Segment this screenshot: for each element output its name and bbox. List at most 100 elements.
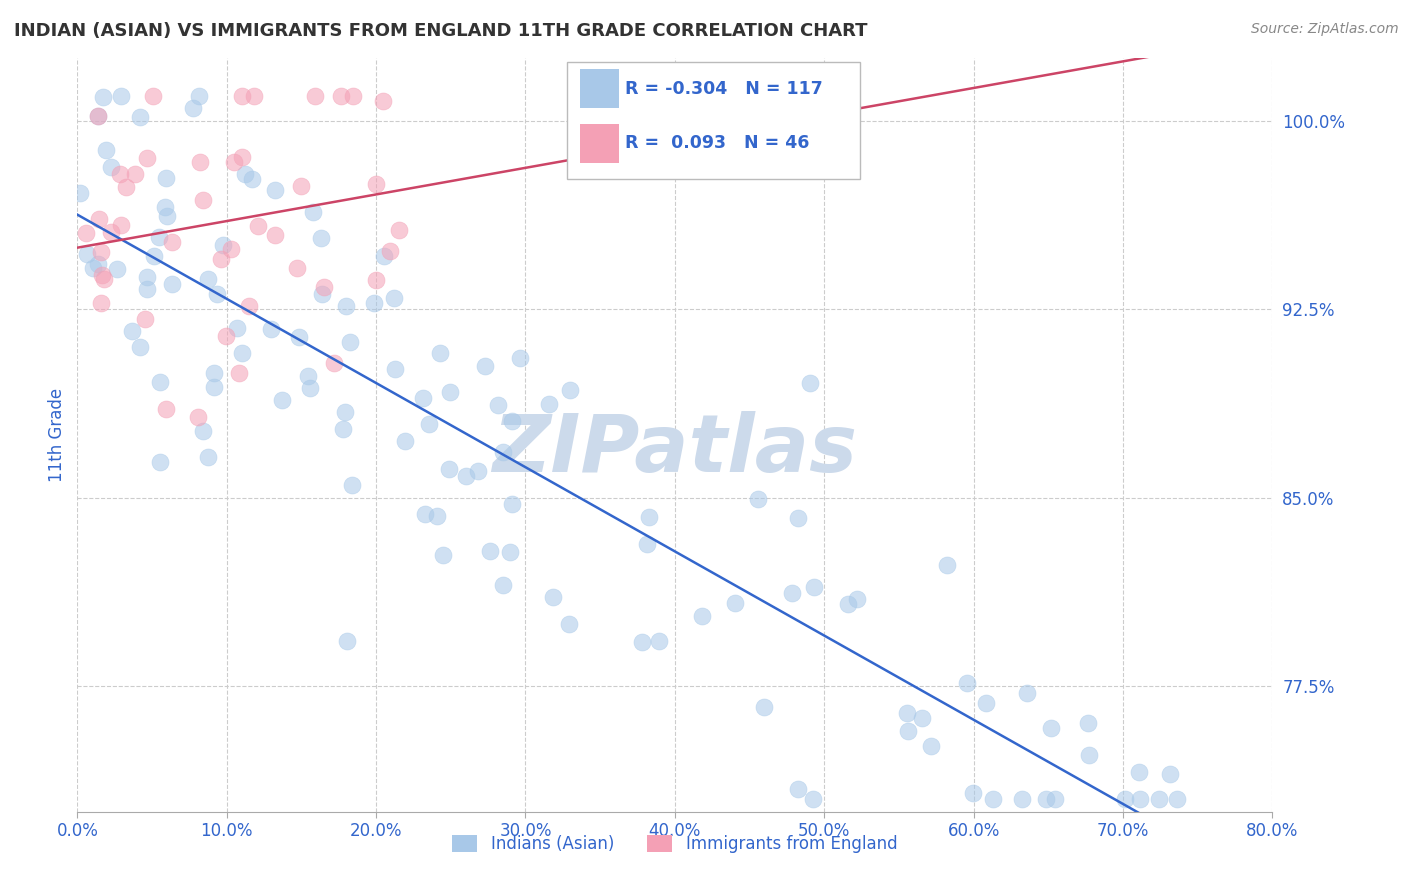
FancyBboxPatch shape: [581, 124, 619, 162]
Point: [238, 299, 260, 313]
Point: [501, 498, 523, 512]
Y-axis label: 11th Grade: 11th Grade: [48, 388, 66, 482]
Point: [187, 409, 209, 424]
Point: [426, 509, 449, 524]
Point: [541, 590, 564, 604]
Point: [432, 548, 454, 562]
Point: [491, 578, 513, 592]
Point: [911, 711, 934, 725]
Point: [619, 134, 641, 148]
Point: [240, 171, 263, 186]
Point: [115, 179, 138, 194]
Point: [181, 101, 204, 115]
Point: [209, 252, 232, 266]
Point: [136, 270, 159, 285]
Point: [105, 261, 128, 276]
Point: [260, 322, 283, 336]
Point: [1114, 792, 1136, 806]
Point: [100, 225, 122, 239]
Point: [560, 383, 582, 397]
Point: [335, 405, 357, 419]
Point: [439, 385, 461, 400]
Point: [233, 167, 256, 181]
Point: [394, 434, 416, 448]
Point: [382, 291, 405, 305]
Point: [290, 179, 312, 194]
Point: [786, 510, 808, 524]
Point: [501, 414, 523, 428]
Point: [634, 88, 657, 103]
Point: [188, 155, 211, 169]
Point: [288, 330, 311, 344]
Point: [747, 491, 769, 506]
Point: [378, 244, 401, 258]
Point: [803, 580, 825, 594]
Point: [509, 351, 531, 365]
Point: [285, 260, 308, 275]
Point: [304, 88, 326, 103]
Point: [1149, 792, 1171, 806]
Point: [454, 469, 477, 483]
Point: [366, 177, 388, 191]
Point: [981, 792, 1004, 806]
Point: [299, 381, 322, 395]
Point: [499, 545, 522, 559]
Point: [228, 366, 250, 380]
Text: R = -0.304   N = 117: R = -0.304 N = 117: [624, 80, 823, 98]
Point: [474, 359, 496, 373]
Point: [1015, 686, 1038, 700]
Point: [243, 88, 266, 103]
Text: R =  0.093   N = 46: R = 0.093 N = 46: [624, 134, 808, 153]
Point: [332, 422, 354, 436]
Point: [630, 635, 652, 649]
Point: [897, 724, 920, 739]
Point: [297, 369, 319, 384]
Point: [155, 401, 177, 416]
Point: [787, 781, 810, 796]
Point: [429, 346, 451, 360]
Point: [93, 272, 115, 286]
Point: [962, 786, 984, 800]
Point: [93, 89, 115, 103]
Point: [212, 238, 235, 252]
Point: [124, 168, 146, 182]
Point: [263, 183, 285, 197]
Point: [187, 88, 209, 103]
Point: [648, 634, 671, 648]
Point: [197, 450, 219, 464]
Point: [128, 340, 150, 354]
Point: [202, 366, 225, 380]
Point: [336, 633, 359, 648]
FancyBboxPatch shape: [581, 70, 619, 109]
Point: [340, 477, 363, 491]
Point: [100, 160, 122, 174]
Point: [373, 249, 395, 263]
Point: [363, 296, 385, 310]
Point: [82, 260, 104, 275]
Point: [69, 186, 91, 200]
Point: [156, 209, 179, 223]
Point: [129, 110, 152, 124]
Point: [780, 586, 803, 600]
Point: [311, 286, 333, 301]
Point: [1078, 748, 1101, 763]
Point: [87, 109, 110, 123]
Text: INDIAN (ASIAN) VS IMMIGRANTS FROM ENGLAND 11TH GRADE CORRELATION CHART: INDIAN (ASIAN) VS IMMIGRANTS FROM ENGLAN…: [14, 22, 868, 40]
Point: [87, 211, 110, 226]
Point: [191, 194, 214, 208]
Point: [197, 272, 219, 286]
Point: [224, 155, 246, 169]
Point: [231, 88, 253, 103]
Point: [803, 792, 825, 806]
Point: [301, 205, 323, 219]
Point: [96, 143, 118, 157]
FancyBboxPatch shape: [568, 62, 860, 178]
Point: [90, 295, 112, 310]
Point: [110, 218, 132, 232]
Point: [486, 398, 509, 412]
Point: [896, 706, 918, 721]
Legend: Indians (Asian), Immigrants from England: Indians (Asian), Immigrants from England: [446, 829, 904, 860]
Point: [1166, 792, 1188, 806]
Point: [920, 739, 942, 754]
Point: [974, 696, 997, 710]
